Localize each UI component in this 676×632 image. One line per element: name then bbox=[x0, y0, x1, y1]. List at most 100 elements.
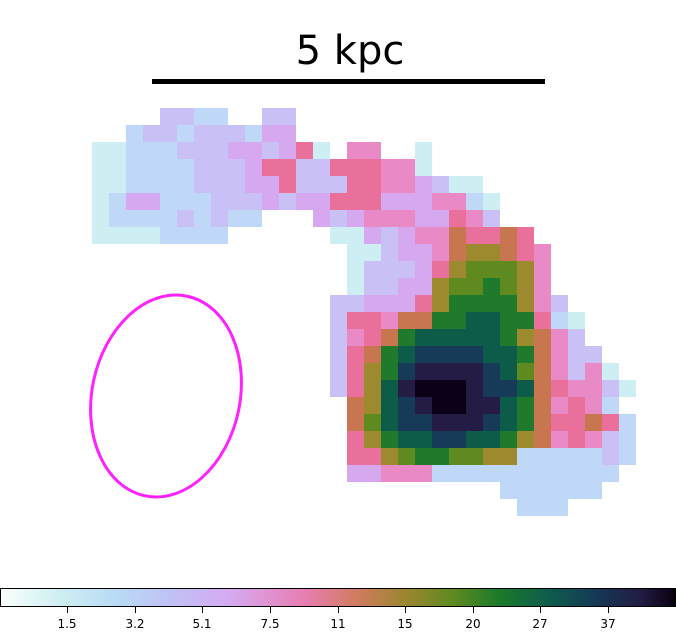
map-pixel bbox=[500, 482, 517, 499]
map-pixel bbox=[313, 176, 330, 193]
map-pixel bbox=[364, 295, 381, 312]
map-pixel bbox=[313, 210, 330, 227]
colorbar-tick bbox=[473, 607, 474, 613]
map-pixel bbox=[398, 380, 415, 397]
map-pixel bbox=[211, 142, 228, 159]
map-pixel bbox=[330, 295, 347, 312]
map-pixel bbox=[449, 329, 466, 346]
map-pixel bbox=[262, 125, 279, 142]
map-pixel bbox=[551, 414, 568, 431]
map-pixel bbox=[500, 448, 517, 465]
map-pixel bbox=[585, 346, 602, 363]
map-pixel bbox=[347, 448, 364, 465]
map-pixel bbox=[279, 176, 296, 193]
map-pixel bbox=[330, 210, 347, 227]
map-pixel bbox=[364, 329, 381, 346]
map-pixel bbox=[415, 227, 432, 244]
map-pixel bbox=[279, 125, 296, 142]
map-pixel bbox=[398, 261, 415, 278]
colorbar-tick bbox=[270, 607, 271, 613]
map-pixel bbox=[398, 363, 415, 380]
map-pixel bbox=[551, 363, 568, 380]
map-pixel bbox=[466, 465, 483, 482]
colorbar-tick bbox=[608, 607, 609, 613]
map-pixel bbox=[483, 363, 500, 380]
map-pixel bbox=[364, 465, 381, 482]
map-pixel bbox=[568, 329, 585, 346]
map-pixel bbox=[381, 329, 398, 346]
map-pixel bbox=[432, 278, 449, 295]
map-pixel bbox=[279, 108, 296, 125]
map-pixel bbox=[347, 397, 364, 414]
map-pixel bbox=[177, 159, 194, 176]
map-pixel bbox=[177, 210, 194, 227]
map-pixel bbox=[551, 346, 568, 363]
map-pixel bbox=[500, 346, 517, 363]
map-pixel bbox=[381, 261, 398, 278]
map-pixel bbox=[92, 227, 109, 244]
map-pixel bbox=[364, 244, 381, 261]
map-pixel bbox=[381, 312, 398, 329]
map-pixel bbox=[330, 227, 347, 244]
map-pixel bbox=[313, 193, 330, 210]
map-pixel bbox=[432, 397, 449, 414]
map-pixel bbox=[517, 295, 534, 312]
map-pixel bbox=[619, 414, 636, 431]
map-pixel bbox=[364, 414, 381, 431]
map-pixel bbox=[432, 227, 449, 244]
scale-bar-label: 5 kpc bbox=[295, 28, 405, 74]
map-pixel bbox=[466, 227, 483, 244]
map-pixel bbox=[602, 397, 619, 414]
map-pixel bbox=[398, 397, 415, 414]
map-pixel bbox=[364, 448, 381, 465]
map-pixel bbox=[296, 193, 313, 210]
map-pixel bbox=[449, 261, 466, 278]
map-pixel bbox=[534, 363, 551, 380]
map-pixel bbox=[92, 142, 109, 159]
map-pixel bbox=[177, 176, 194, 193]
colorbar-tick-label: 11 bbox=[330, 617, 346, 631]
map-pixel bbox=[432, 346, 449, 363]
map-pixel bbox=[92, 193, 109, 210]
map-pixel bbox=[415, 363, 432, 380]
map-pixel bbox=[619, 380, 636, 397]
map-pixel bbox=[398, 295, 415, 312]
map-pixel bbox=[296, 159, 313, 176]
map-pixel bbox=[109, 210, 126, 227]
map-pixel bbox=[466, 329, 483, 346]
map-pixel bbox=[364, 193, 381, 210]
map-pixel bbox=[211, 227, 228, 244]
map-pixel bbox=[585, 363, 602, 380]
map-pixel bbox=[245, 210, 262, 227]
map-pixel bbox=[398, 329, 415, 346]
map-pixel bbox=[568, 380, 585, 397]
map-pixel bbox=[347, 193, 364, 210]
colorbar-tick bbox=[202, 607, 203, 613]
map-pixel bbox=[415, 176, 432, 193]
map-pixel bbox=[228, 142, 245, 159]
map-pixel bbox=[449, 244, 466, 261]
map-pixel bbox=[483, 414, 500, 431]
map-pixel bbox=[449, 448, 466, 465]
map-pixel bbox=[449, 414, 466, 431]
colorbar-tick-label: 7.5 bbox=[260, 617, 280, 631]
map-pixel bbox=[517, 499, 534, 516]
map-pixel bbox=[398, 465, 415, 482]
map-pixel bbox=[126, 210, 143, 227]
map-pixel bbox=[381, 448, 398, 465]
map-pixel bbox=[228, 125, 245, 142]
map-pixel bbox=[347, 465, 364, 482]
map-pixel bbox=[466, 210, 483, 227]
map-pixel bbox=[330, 193, 347, 210]
map-pixel bbox=[449, 312, 466, 329]
map-pixel bbox=[347, 363, 364, 380]
map-pixel bbox=[245, 193, 262, 210]
map-pixel bbox=[449, 397, 466, 414]
map-pixel bbox=[347, 329, 364, 346]
map-pixel bbox=[126, 227, 143, 244]
map-pixel bbox=[500, 465, 517, 482]
map-pixel bbox=[483, 193, 500, 210]
map-pixel bbox=[432, 448, 449, 465]
map-pixel bbox=[466, 414, 483, 431]
map-pixel bbox=[500, 414, 517, 431]
